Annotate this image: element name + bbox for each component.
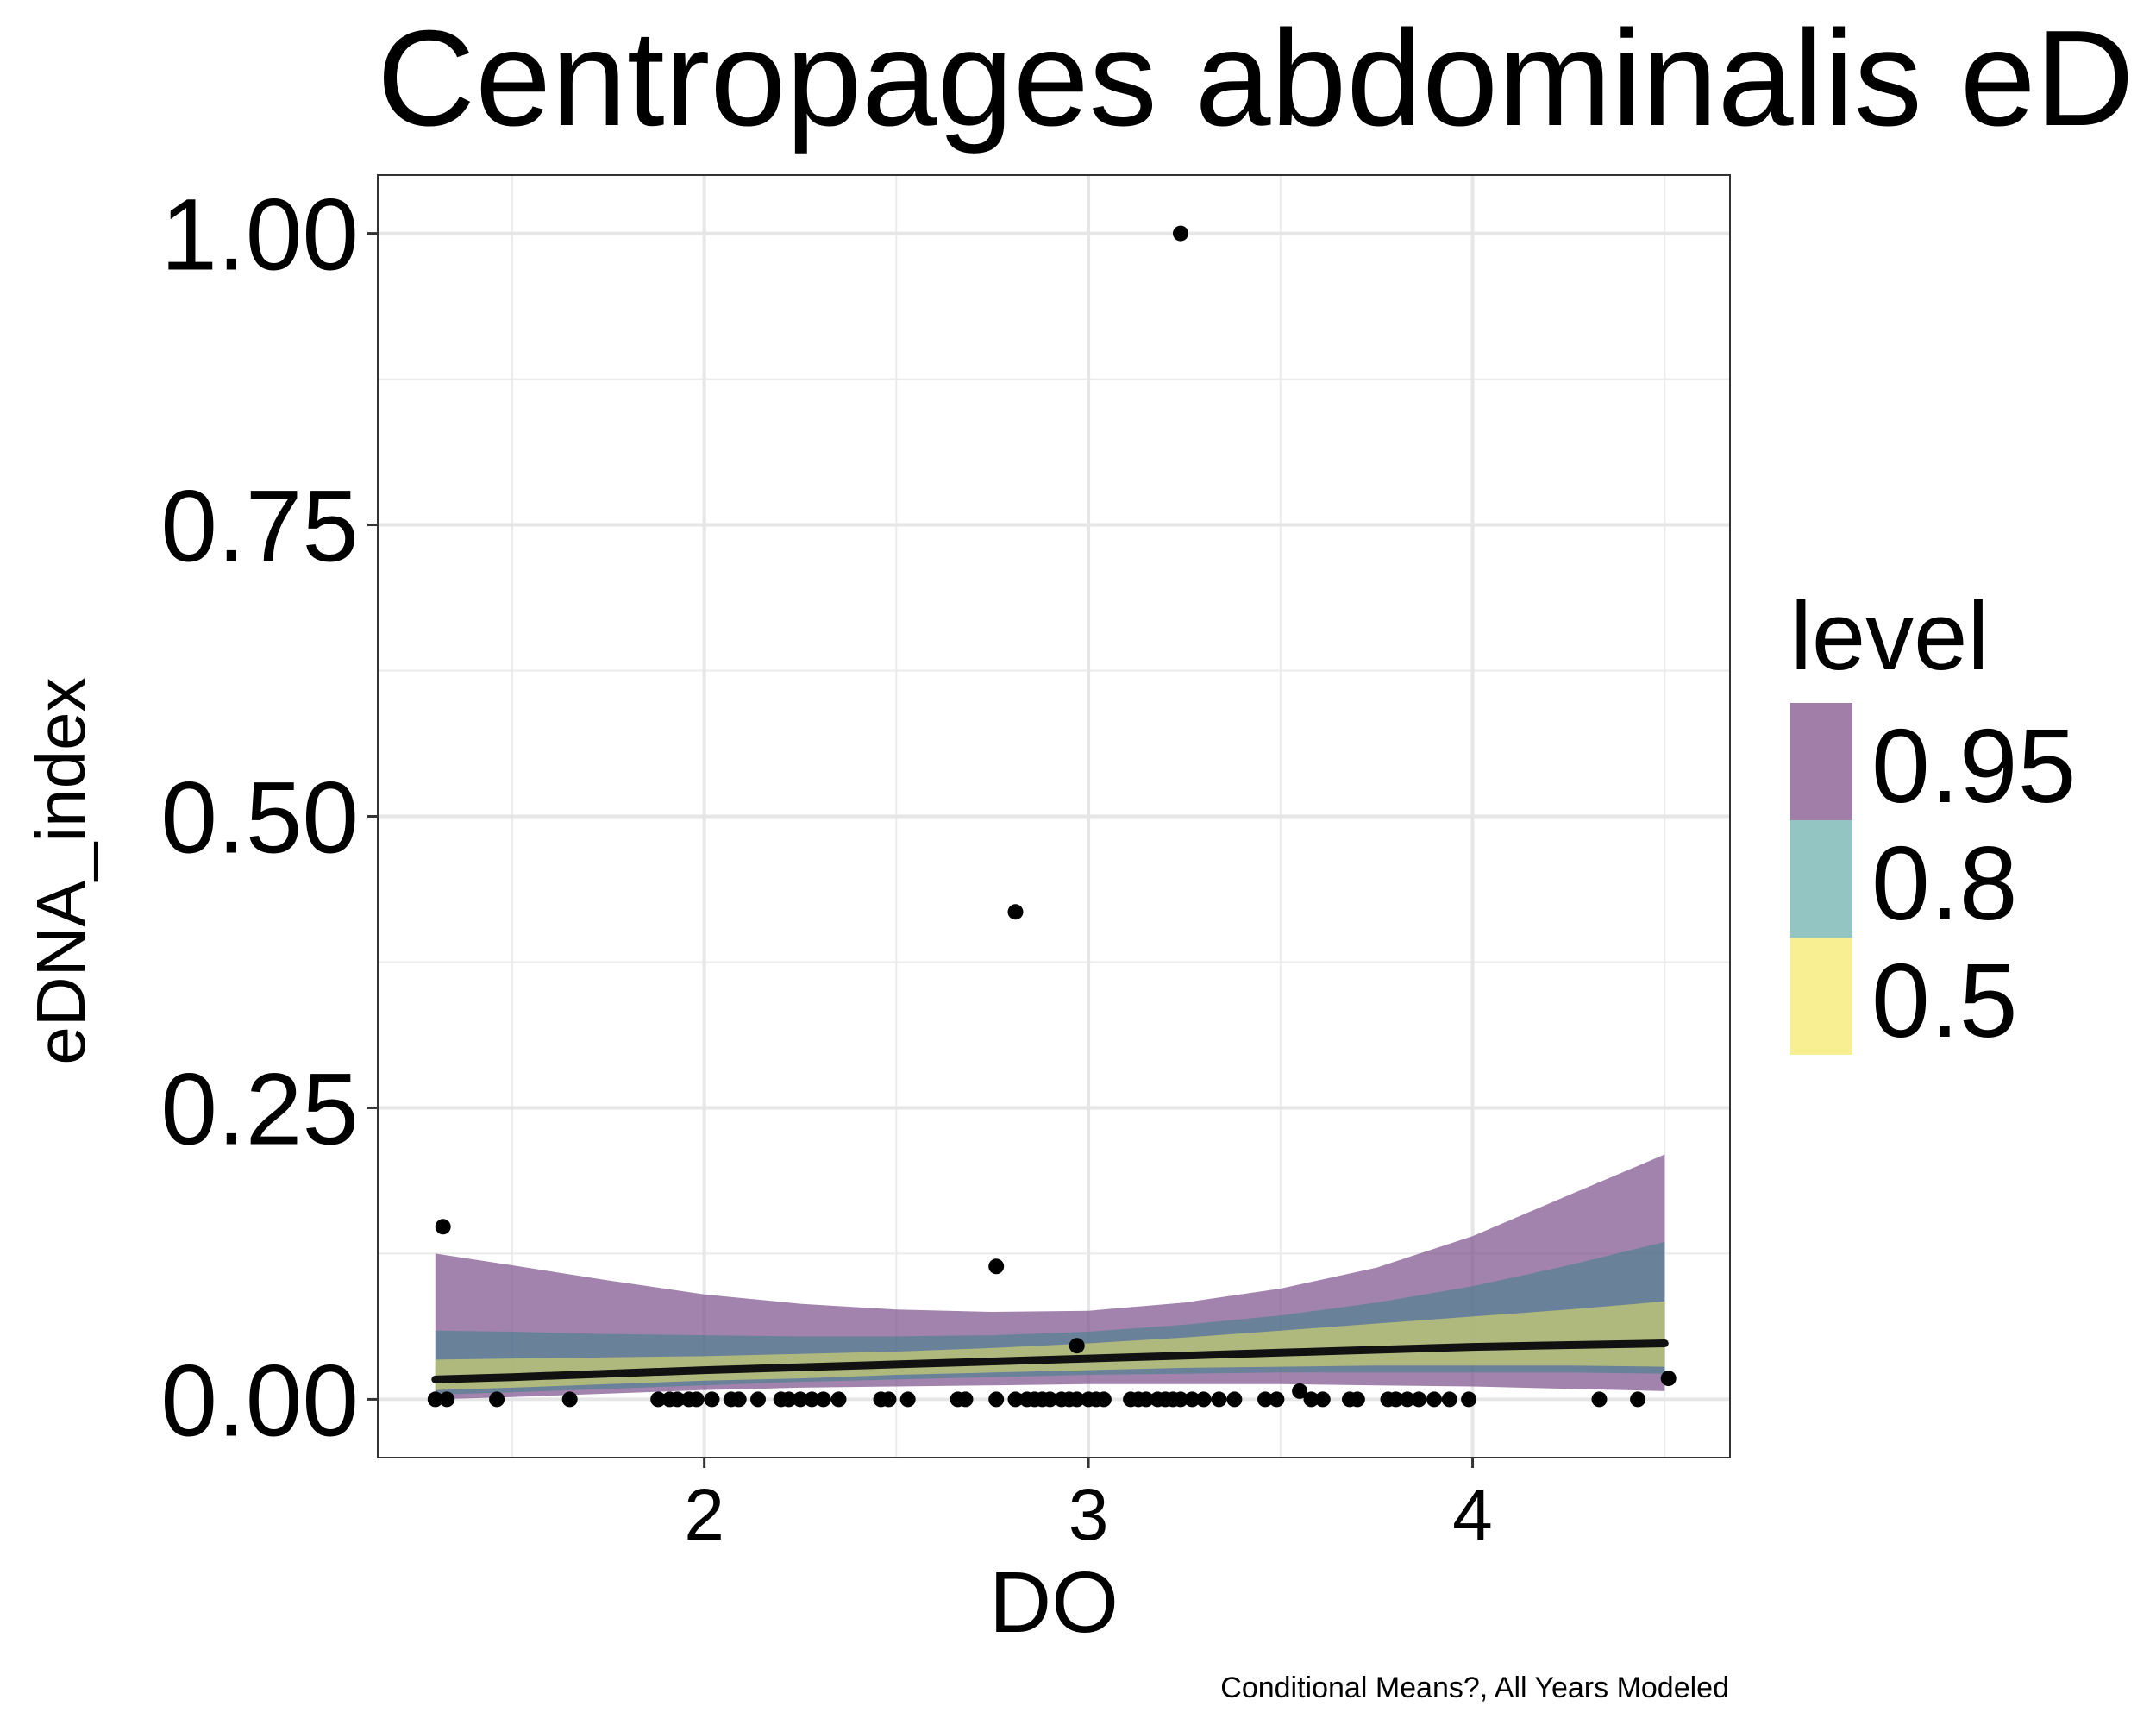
data-point: [988, 1258, 1005, 1275]
data-point: [1184, 1391, 1200, 1408]
data-point: [1441, 1391, 1457, 1408]
data-point: [1292, 1383, 1308, 1399]
data-point: [439, 1391, 455, 1408]
data-point: [1211, 1391, 1227, 1408]
legend: level 0.950.80.5: [1790, 582, 2076, 1059]
caption: Conditional Means?, All Years Modeled: [1220, 1672, 1729, 1704]
legend-label-0.8: 0.8: [1871, 825, 2018, 942]
data-point: [815, 1391, 831, 1408]
data-point: [427, 1391, 443, 1408]
data-point: [804, 1391, 820, 1408]
fit-line: [431, 1339, 1669, 1383]
data-point: [1591, 1391, 1608, 1408]
data-point: [780, 1391, 797, 1408]
legend-key-0.95: [1790, 703, 1852, 820]
data-point: [561, 1391, 578, 1408]
y-tick-label: 0.00: [160, 1344, 359, 1458]
x-tick-label: 2: [684, 1474, 724, 1555]
data-point: [1349, 1391, 1365, 1408]
legend-key-0.8: [1790, 820, 1852, 938]
data-point: [1173, 1391, 1188, 1408]
data-point: [1303, 1391, 1319, 1408]
x-axis: 2 3 4: [684, 1458, 1493, 1555]
x-tick-label: 3: [1069, 1474, 1109, 1555]
x-axis-label: DO: [989, 1554, 1119, 1651]
data-point: [899, 1391, 916, 1408]
data-point: [793, 1391, 808, 1408]
data-point: [988, 1391, 1005, 1408]
data-point: [957, 1391, 974, 1408]
y-axis-label: eDNA_index: [22, 677, 99, 1064]
y-tick-label: 0.25: [160, 1052, 359, 1166]
legend-key-0.5: [1790, 938, 1852, 1055]
data-point: [1411, 1391, 1427, 1408]
data-point: [1630, 1391, 1646, 1408]
data-point: [830, 1391, 847, 1408]
gridlines: [378, 175, 1730, 1458]
data-point: [1426, 1391, 1442, 1408]
data-point: [1195, 1391, 1212, 1408]
data-point: [1314, 1391, 1331, 1408]
legend-label-0.95: 0.95: [1871, 707, 2076, 825]
data-point: [1257, 1391, 1273, 1408]
data-point: [1007, 1391, 1024, 1408]
data-point: [1226, 1391, 1243, 1408]
data-point: [1138, 1391, 1154, 1408]
data-point: [1388, 1391, 1404, 1408]
data-point: [1069, 1338, 1085, 1354]
data-point: [1461, 1391, 1477, 1408]
data-point: [881, 1391, 897, 1408]
data-point: [489, 1391, 505, 1408]
data-point: [1269, 1391, 1285, 1408]
data-point: [750, 1391, 766, 1408]
data-point: [1042, 1391, 1058, 1408]
data-point: [669, 1391, 686, 1408]
chart-title: Centropages abdominalis eD: [377, 3, 2134, 154]
y-axis: 0.00 0.25 0.50 0.75 1.00: [160, 179, 378, 1458]
legend-title: level: [1790, 582, 1989, 690]
data-point: [730, 1391, 747, 1408]
y-tick-label: 0.75: [160, 470, 359, 584]
fit-line-group: [431, 1339, 1669, 1383]
data-point: [688, 1391, 705, 1408]
data-point: [1660, 1371, 1677, 1387]
data-point: [650, 1391, 667, 1408]
data-point: [704, 1391, 720, 1408]
data-point: [1399, 1391, 1415, 1408]
legend-label-0.5: 0.5: [1871, 942, 2018, 1059]
data-point: [1095, 1391, 1112, 1408]
y-tick-label: 1.00: [160, 179, 359, 292]
x-tick-label: 4: [1452, 1474, 1493, 1555]
data-point: [1007, 904, 1024, 920]
data-point: [435, 1219, 451, 1235]
data-point: [1173, 225, 1188, 242]
data-point: [1069, 1391, 1085, 1408]
data-points: [427, 225, 1677, 1408]
y-tick-label: 0.50: [160, 762, 359, 875]
